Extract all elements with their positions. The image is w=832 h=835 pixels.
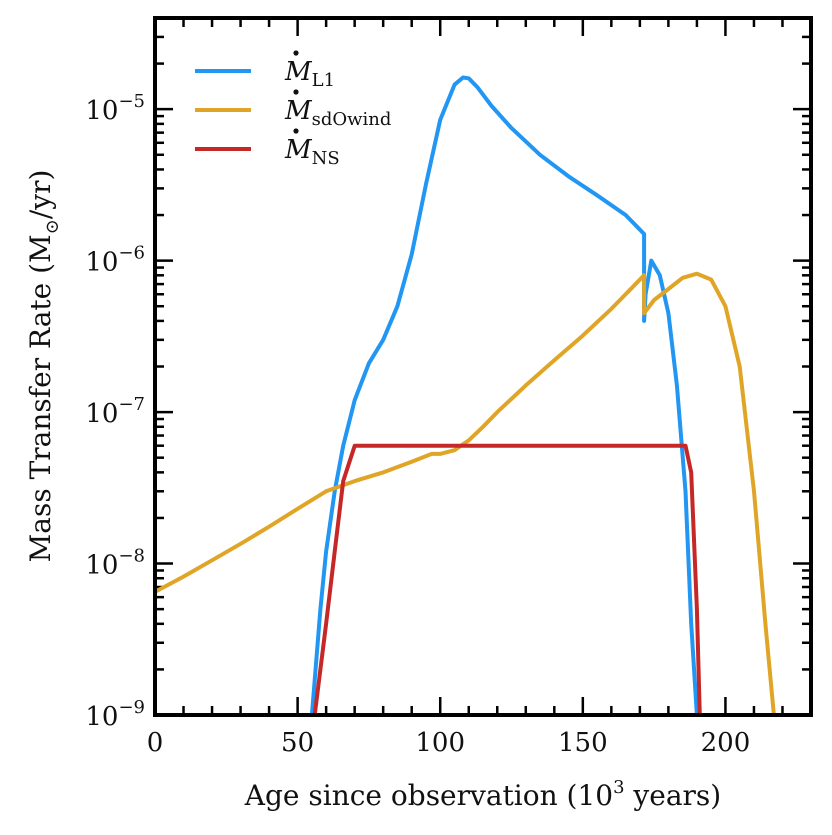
series-layer (155, 75, 776, 715)
y-axis-label-tail: /yr) (24, 170, 57, 220)
y-axis-label-sub: ⊙ (42, 219, 63, 234)
y-tick-label-exp: −6 (118, 243, 145, 264)
y-tick-label-exp: −9 (118, 697, 145, 718)
y-tick-label-base: 10 (85, 551, 118, 581)
y-tick-label: 10−8 (85, 546, 145, 581)
legend-symbol: M (284, 96, 313, 126)
y-tick-label-base: 10 (85, 96, 118, 126)
legend-dot-accent (293, 128, 299, 134)
x-axis-label-tail: years) (625, 779, 722, 812)
y-tick-label: 10−7 (85, 394, 145, 429)
legend-subscript: L1 (312, 70, 335, 91)
x-tick-label: 200 (701, 728, 751, 758)
x-tick-label: 150 (558, 728, 608, 758)
y-tick-label-base: 10 (85, 248, 118, 278)
x-axis-label-sup: 3 (613, 777, 624, 798)
x-tick-label: 0 (147, 728, 164, 758)
y-tick-label: 10−5 (85, 91, 145, 126)
legend-dot-accent (293, 89, 299, 95)
legend-subscript: NS (312, 148, 340, 169)
legend-symbol: M (284, 135, 313, 165)
legend-symbol: M (284, 57, 313, 87)
legend-label-ns: MNS (284, 135, 340, 169)
legend-label-l1: ML1 (284, 57, 335, 91)
x-tick-label: 50 (281, 728, 314, 758)
legend-label-sdowind: MsdOwind (284, 96, 391, 130)
series-line-sdowind (155, 271, 776, 715)
series-line-l1 (309, 75, 699, 715)
y-tick-label-exp: −7 (118, 394, 145, 415)
axis-ticks (153, 16, 813, 717)
y-axis-label: Mass Transfer Rate (M⊙/yr) (24, 170, 63, 563)
x-tick-label: 100 (415, 728, 465, 758)
legend-dot-accent (293, 50, 299, 56)
x-axis-label: Age since observation (103 years) (244, 777, 721, 812)
y-tick-label: 10−6 (85, 243, 145, 278)
y-tick-label-exp: −5 (118, 91, 145, 112)
y-tick-label: 10−9 (85, 697, 145, 732)
series-line-ns (312, 443, 702, 715)
y-tick-label-exp: −8 (118, 546, 145, 567)
plot-frame (153, 16, 813, 717)
legend-subscript: sdOwind (312, 109, 392, 130)
y-tick-label-base: 10 (85, 702, 118, 732)
y-tick-label-base: 10 (85, 399, 118, 429)
